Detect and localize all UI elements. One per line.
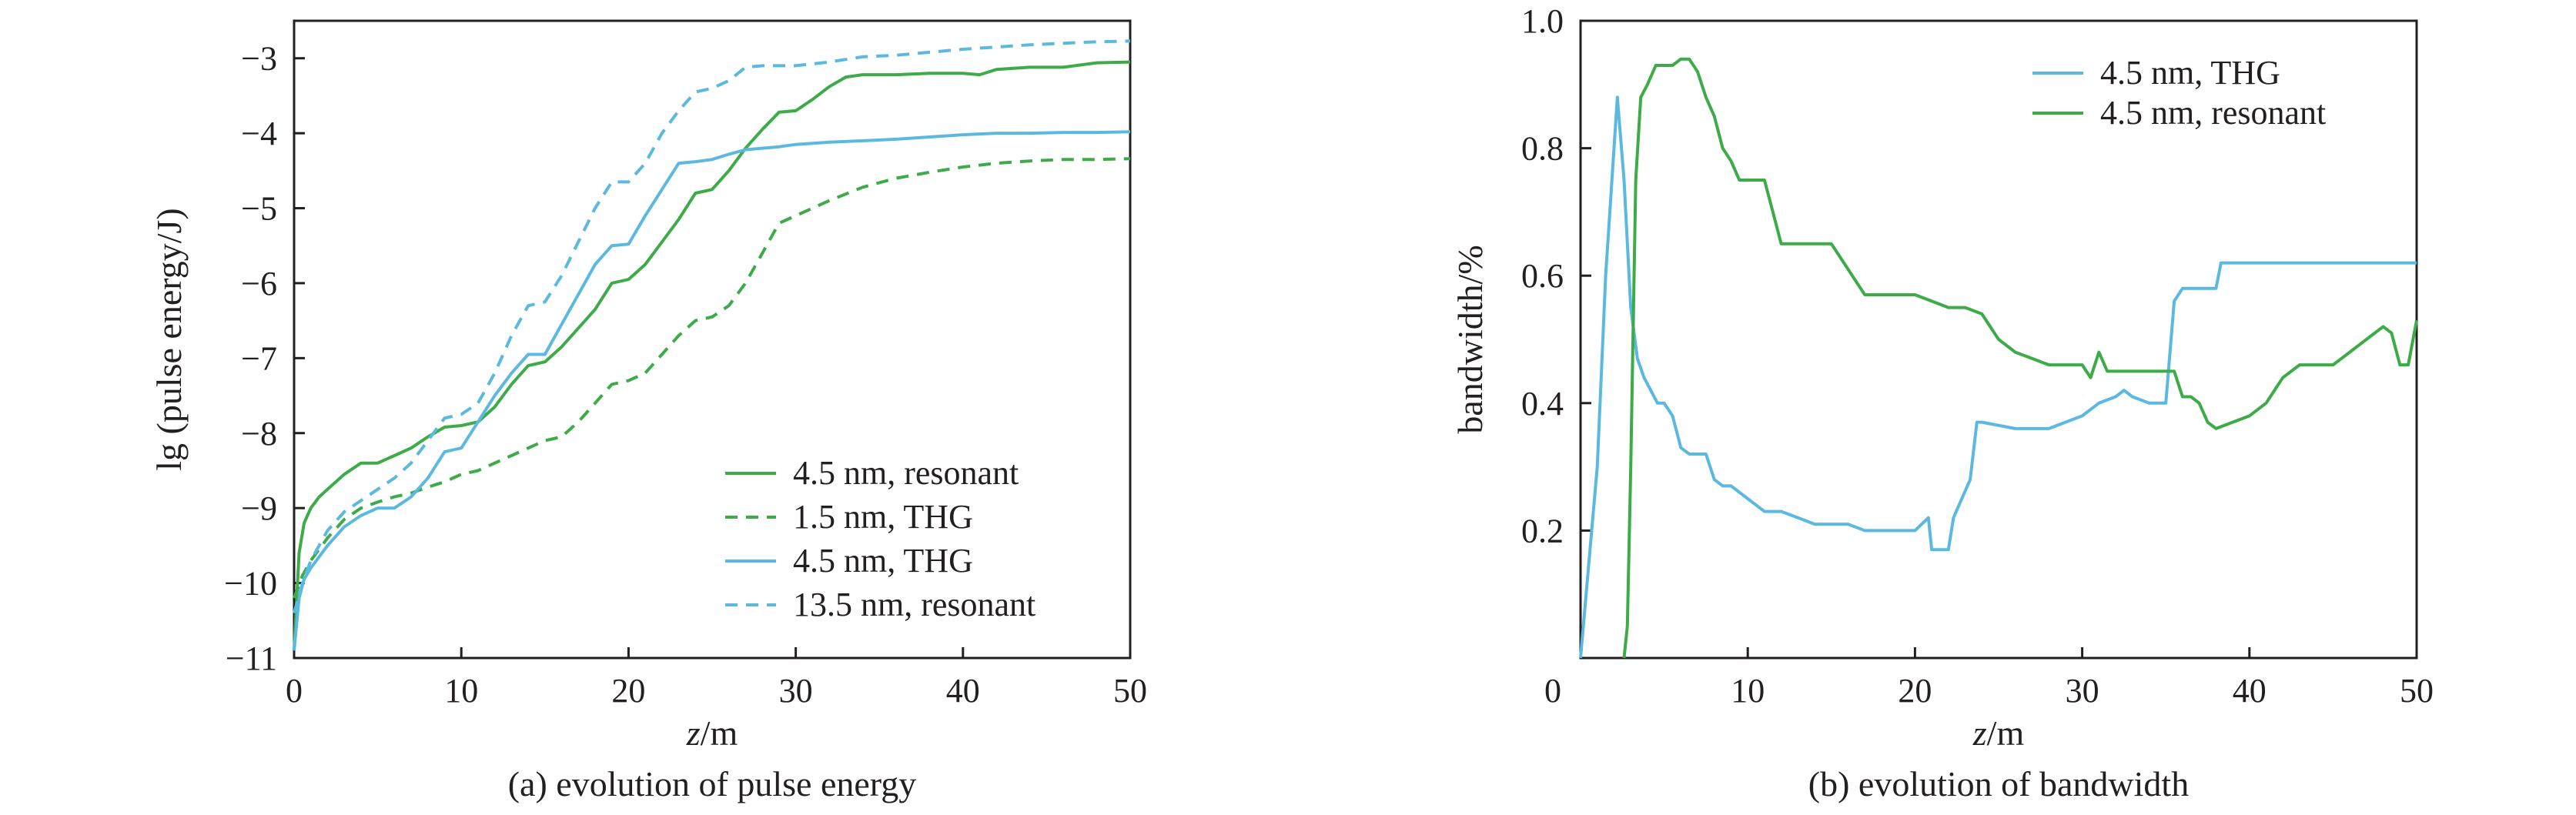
panel-a-series (293, 39, 1131, 651)
panel-b-bandwidth: 0 10 20 30 40 50 0.2 0.4 0.6 0.8 1.0 4.5 nm, THG4.… (1450, 2, 2434, 803)
y-tick-label: 1.0 (1521, 2, 1564, 40)
y-tick-label: −7 (241, 339, 277, 377)
y-tick-label: −11 (226, 640, 277, 677)
y-tick-label: −3 (241, 40, 277, 78)
x-tick-label: 20 (611, 672, 645, 710)
panel-a-pulse-energy: 0 10 20 30 40 50 −11 −10 −9 −8 −7 −6 −5 −4 −3 4.5 nm, … (149, 19, 1147, 803)
legend-label-1: 1.5 nm, THG (793, 498, 973, 536)
x-tick-label: 10 (1731, 672, 1765, 710)
y-tick-label: −6 (241, 265, 277, 302)
x-tick-label: 30 (2066, 672, 2099, 710)
y-tick-label: −10 (224, 565, 277, 603)
x-tick-label: 0 (1544, 672, 1561, 710)
panel-a-legend: 4.5 nm, resonant 1.5 nm, THG 4.5 nm, THG 13… (725, 454, 1035, 623)
x-tick-label: 40 (946, 672, 980, 710)
panel-a-y-axis-label: lg (pulse energy/J) (149, 208, 189, 471)
panel-a-ticks: 0 10 20 30 40 50 −11 −10 −9 −8 −7 −6 −5 −4 −3 (224, 40, 1147, 710)
y-tick-label: −9 (241, 489, 277, 527)
x-tick-label: 20 (1898, 672, 1932, 710)
series-line-0 (1579, 95, 2417, 659)
legend-label-2: 4.5 nm, THG (793, 542, 973, 580)
series-line-2 (293, 130, 1131, 651)
y-tick-label: 0.8 (1521, 130, 1564, 168)
panel-b-x-axis-label: z/m (1972, 713, 2025, 753)
legend-label-0: 4.5 nm, resonant (793, 454, 1019, 492)
panel-a-x-axis-label: z/m (686, 713, 738, 753)
x-tick-label: 50 (1113, 672, 1147, 710)
panel-b-caption: (b) evolution of bandwidth (1808, 764, 2189, 803)
x-tick-label: 10 (444, 672, 478, 710)
panel-b-ticks: 0 10 20 30 40 50 0.2 0.4 0.6 0.8 1.0 (1521, 2, 2434, 710)
series-line-1 (1622, 57, 2418, 659)
x-tick-label: 0 (286, 672, 303, 710)
panel-a-plot-frame (293, 19, 1132, 660)
legend-label-1: 4.5 nm, resonant (2100, 94, 2326, 132)
y-tick-label: −4 (241, 115, 277, 152)
panel-b-y-axis-label: bandwidth/% (1450, 245, 1490, 433)
y-tick-label: 0.6 (1521, 257, 1564, 295)
panel-a-caption: (a) evolution of pulse energy (508, 764, 917, 803)
x-tick-label: 40 (2233, 672, 2267, 710)
y-tick-label: 0.4 (1521, 385, 1564, 423)
y-tick-label: −8 (241, 415, 277, 453)
legend-label-3: 13.5 nm, resonant (793, 586, 1035, 623)
x-tick-label: 30 (779, 672, 813, 710)
series-line-3 (293, 39, 1131, 614)
panel-b-plot-frame (1579, 19, 2418, 660)
y-tick-label: 0.2 (1521, 512, 1564, 549)
series-line-1 (293, 157, 1131, 599)
legend-label-0: 4.5 nm, THG (2100, 54, 2280, 92)
y-tick-label: −5 (241, 190, 277, 228)
series-line-0 (293, 60, 1131, 651)
x-tick-label: 50 (2400, 672, 2434, 710)
panel-b-series (1579, 57, 2418, 659)
